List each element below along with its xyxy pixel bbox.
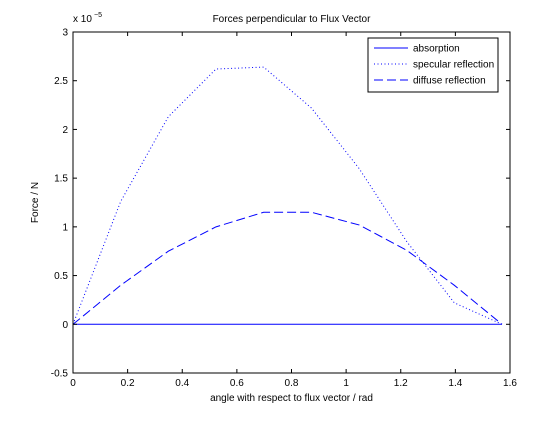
x-tick-label: 1	[343, 378, 349, 389]
x-tick-label: 0.6	[230, 378, 244, 389]
chart-title: Forces perpendicular to Flux Vector	[213, 14, 372, 25]
legend-label: specular reflection	[413, 60, 494, 71]
y-axis-exponent: x 10 −5	[73, 12, 102, 25]
x-tick-label: 1.4	[448, 378, 462, 389]
x-tick-label: 0.4	[175, 378, 189, 389]
y-tick-label: 0	[62, 320, 68, 331]
y-exponent-base: x 10	[73, 14, 92, 25]
x-tick-label: 0.2	[121, 378, 135, 389]
x-tick-label: 1.2	[394, 378, 408, 389]
legend-box	[367, 37, 499, 93]
y-axis-label: Force / N	[30, 182, 41, 223]
x-tick-label: 0.8	[285, 378, 299, 389]
series-layer	[72, 66, 503, 325]
y-tick-label: 2	[62, 125, 68, 136]
y-tick-label: 3	[62, 28, 68, 39]
legend-label: diffuse reflection	[413, 76, 486, 87]
x-tick-label: 1.6	[503, 378, 517, 389]
ticks-layer: 0 0.2 0.4 0.6 0.8 1 1.2 1.4 1.6-0.500.511.522.53	[51, 28, 518, 390]
y-tick-label: 1	[62, 222, 68, 233]
series-line	[72, 211, 503, 325]
y-tick-label: 2.5	[54, 76, 68, 87]
x-axis-label: angle with respect to flux vector / rad	[210, 393, 373, 404]
legend: absorption specular reflection diffuse ref…	[367, 37, 499, 93]
y-tick-label: -0.5	[51, 369, 69, 380]
legend-label: absorption	[413, 44, 460, 55]
x-tick-label: 0	[70, 378, 76, 389]
y-tick-label: 0.5	[54, 271, 68, 282]
y-exponent-power: −5	[94, 12, 102, 19]
y-tick-label: 1.5	[54, 174, 68, 185]
